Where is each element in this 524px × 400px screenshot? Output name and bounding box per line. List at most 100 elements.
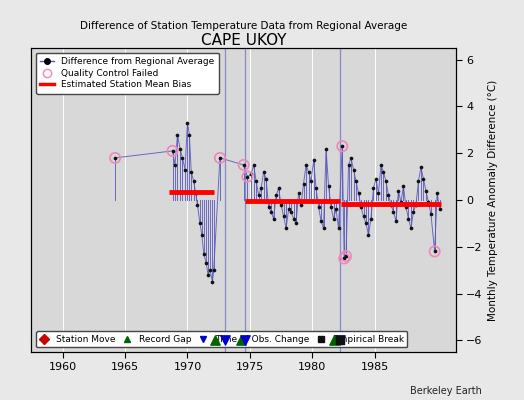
Point (297, 202, 305, 208)
Point (111, 155, 119, 161)
Point (247, 171, 255, 178)
Point (362, 220, 370, 226)
Point (319, 225, 328, 231)
Point (379, 169, 388, 175)
Point (255, 192, 263, 198)
Legend: Station Move, Record Gap, Time of Obs. Change, Empirical Break: Station Move, Record Gap, Time of Obs. C… (36, 331, 407, 348)
Point (243, 174, 252, 180)
Point (237, 337, 245, 344)
Point (340, 255, 348, 262)
Point (382, 178, 390, 184)
Point (412, 202, 420, 208)
Point (211, 337, 219, 344)
Point (210, 267, 218, 273)
Point (404, 216, 412, 222)
Point (282, 225, 290, 231)
Point (338, 143, 346, 150)
Point (357, 204, 365, 210)
Point (196, 220, 204, 226)
Point (352, 178, 360, 184)
Point (347, 155, 355, 161)
Point (330, 337, 338, 344)
Point (372, 176, 380, 182)
Point (369, 185, 378, 192)
Point (397, 199, 405, 206)
Point (433, 190, 441, 196)
Point (334, 225, 343, 231)
Point (389, 208, 398, 215)
Point (294, 190, 303, 196)
Point (241, 337, 249, 344)
Point (185, 131, 193, 138)
Point (414, 178, 423, 184)
Text: Difference of Station Temperature Data from Regional Average: Difference of Station Temperature Data f… (80, 21, 407, 31)
Point (336, 337, 345, 344)
Point (307, 178, 315, 184)
Point (424, 199, 433, 206)
Point (190, 178, 198, 184)
Point (216, 155, 224, 161)
Point (289, 216, 298, 222)
Point (178, 155, 187, 161)
Point (176, 145, 184, 152)
Title: CAPE UKOY: CAPE UKOY (201, 33, 287, 48)
Point (262, 176, 270, 182)
Point (302, 162, 310, 168)
Point (387, 202, 395, 208)
Point (299, 180, 308, 187)
Point (322, 145, 330, 152)
Point (342, 253, 350, 259)
Point (216, 155, 224, 161)
Point (419, 176, 428, 182)
Point (417, 164, 425, 170)
Point (399, 183, 408, 189)
Point (267, 208, 275, 215)
Point (364, 232, 373, 238)
Point (269, 216, 278, 222)
Point (183, 120, 192, 126)
Point (332, 206, 340, 212)
Point (198, 232, 206, 238)
Point (354, 190, 363, 196)
Point (377, 162, 385, 168)
Point (317, 218, 325, 224)
Point (257, 185, 265, 192)
Point (342, 253, 350, 259)
Point (249, 162, 258, 168)
Point (204, 272, 212, 278)
Point (430, 248, 439, 255)
Point (338, 143, 346, 150)
Point (187, 169, 195, 175)
Point (285, 206, 293, 212)
Point (193, 202, 202, 208)
Point (173, 131, 182, 138)
Point (314, 204, 323, 210)
Point (367, 216, 375, 222)
Y-axis label: Monthly Temperature Anomaly Difference (°C): Monthly Temperature Anomaly Difference (… (488, 79, 498, 321)
Point (330, 216, 338, 222)
Point (336, 337, 345, 344)
Point (259, 169, 268, 175)
Point (272, 192, 280, 198)
Point (287, 208, 296, 215)
Point (340, 255, 348, 262)
Point (292, 220, 300, 226)
Point (374, 190, 383, 196)
Point (344, 162, 353, 168)
Point (327, 204, 335, 210)
Point (277, 202, 285, 208)
Point (392, 218, 400, 224)
Point (202, 260, 211, 266)
Point (324, 183, 333, 189)
Point (409, 208, 418, 215)
Point (168, 148, 177, 154)
Text: Berkeley Earth: Berkeley Earth (410, 386, 482, 396)
Point (181, 166, 189, 173)
Point (275, 185, 283, 192)
Point (168, 148, 177, 154)
Point (402, 204, 410, 210)
Point (239, 162, 248, 168)
Point (200, 250, 208, 257)
Point (243, 174, 252, 180)
Point (309, 157, 318, 164)
